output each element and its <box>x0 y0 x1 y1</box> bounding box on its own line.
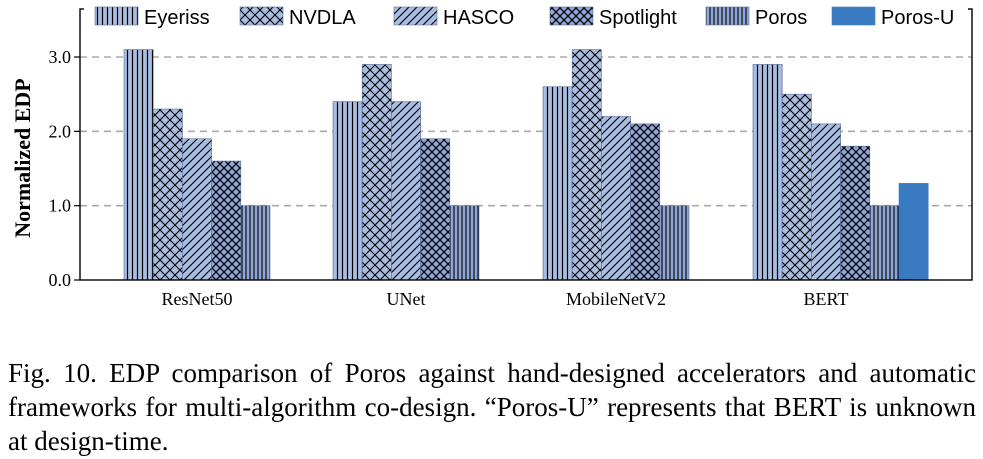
bar-nvdla-bert <box>781 93 812 281</box>
bar-eyeriss-bert <box>752 64 783 281</box>
x-tick-label: UNet <box>387 289 426 309</box>
bar-eyeriss-resnet50 <box>123 49 154 281</box>
bar-nvdla-mobilenetv2 <box>571 49 602 281</box>
y-tick-label: 0.0 <box>49 270 72 290</box>
legend-label-spotlight: Spotlight <box>599 7 677 29</box>
legend-label-eyeriss: Eyeriss <box>144 7 210 29</box>
y-axis-label: Normalized EDP <box>10 78 35 237</box>
x-tick-label: ResNet50 <box>162 289 233 309</box>
x-tick-label: BERT <box>804 289 849 309</box>
y-tick-label: 1.0 <box>49 196 72 216</box>
bar-spotlight-bert <box>840 145 871 281</box>
legend-swatch-spotlight <box>549 6 594 26</box>
figure-caption: Fig. 10. EDP comparison of Poros against… <box>8 358 976 456</box>
bars <box>123 49 929 281</box>
legend-swatch-poros-u <box>831 6 876 26</box>
legend-label-nvdla: NVDLA <box>289 7 356 29</box>
bar-poros-mobilenetv2 <box>659 205 690 281</box>
bar-poros-bert <box>869 205 900 281</box>
legend-swatch-eyeriss <box>94 6 139 26</box>
bar-hasco-mobilenetv2 <box>601 116 631 281</box>
bar-nvdla-unet <box>361 64 392 281</box>
legend-swatch-hasco <box>393 6 438 26</box>
y-tick-label: 3.0 <box>49 47 72 67</box>
bar-hasco-resnet50 <box>182 138 212 281</box>
bar-hasco-unet <box>391 101 421 281</box>
bar-spotlight-mobilenetv2 <box>630 123 661 281</box>
legend: Eyeriss NVDLA HASCO Spotlight Poros Poros-U <box>84 2 968 33</box>
legend-swatch-nvdla <box>239 6 284 26</box>
bar-poros-unet <box>449 205 480 281</box>
bar-hasco-bert <box>811 123 841 281</box>
legend-label-poros-u: Poros-U <box>881 7 954 29</box>
bar-spotlight-unet <box>420 138 451 281</box>
y-tick-label: 2.0 <box>49 121 72 141</box>
legend-label-hasco: HASCO <box>443 7 514 29</box>
bar-poros-resnet50 <box>240 205 271 281</box>
legend-label-poros: Poros <box>755 7 807 29</box>
legend-box <box>84 2 968 33</box>
x-tick-label: MobileNetV2 <box>566 289 666 309</box>
legend-swatch-poros <box>705 6 750 26</box>
bar-eyeriss-unet <box>332 101 363 281</box>
bar-nvdla-resnet50 <box>152 108 183 281</box>
bar-spotlight-resnet50 <box>211 160 242 281</box>
bar-poros-u-bert <box>898 183 929 281</box>
bar-eyeriss-mobilenetv2 <box>542 86 573 281</box>
